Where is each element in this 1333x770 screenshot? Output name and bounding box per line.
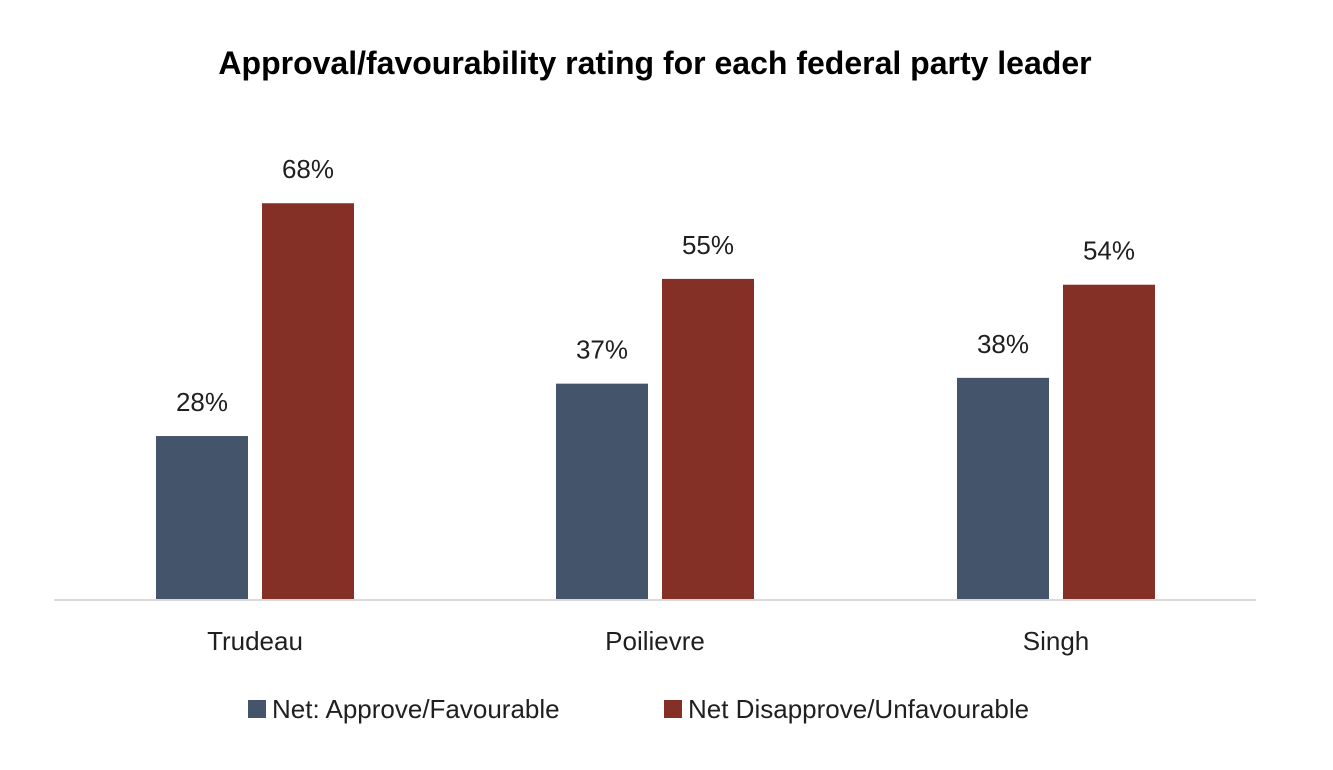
- legend: Net: Approve/Favourable Net Disapprove/Un…: [248, 694, 1029, 724]
- bar-trudeau-series-1: [156, 436, 248, 599]
- bars-layer: [156, 203, 1155, 600]
- legend-swatch-series-1: [248, 700, 266, 718]
- data-label-trudeau-series-2: 68%: [282, 154, 334, 184]
- category-label-poilievre: Poilievre: [605, 626, 705, 656]
- data-label-singh-series-1: 38%: [977, 329, 1029, 359]
- data-label-poilievre-series-1: 37%: [576, 335, 628, 365]
- category-label-singh: Singh: [1023, 626, 1090, 656]
- data-label-trudeau-series-1: 28%: [176, 387, 228, 417]
- data-label-poilievre-series-2: 55%: [682, 230, 734, 260]
- category-labels-layer: Trudeau Poilievre Singh: [207, 626, 1089, 656]
- legend-label-series-1: Net: Approve/Favourable: [272, 694, 560, 724]
- category-label-trudeau: Trudeau: [207, 626, 303, 656]
- bar-poilievre-series-2: [662, 278, 754, 599]
- data-label-singh-series-2: 54%: [1083, 236, 1135, 266]
- bar-singh-series-1: [957, 377, 1049, 599]
- data-labels-layer: 28% 68% 37% 55% 38% 54%: [176, 154, 1135, 417]
- bar-poilievre-series-1: [556, 383, 648, 599]
- bar-trudeau-series-2: [262, 203, 354, 600]
- bar-singh-series-2: [1063, 284, 1155, 599]
- legend-label-series-2: Net Disapprove/Unfavourable: [688, 694, 1029, 724]
- chart-title: Approval/favourability rating for each f…: [218, 45, 1091, 81]
- legend-swatch-series-2: [664, 700, 682, 718]
